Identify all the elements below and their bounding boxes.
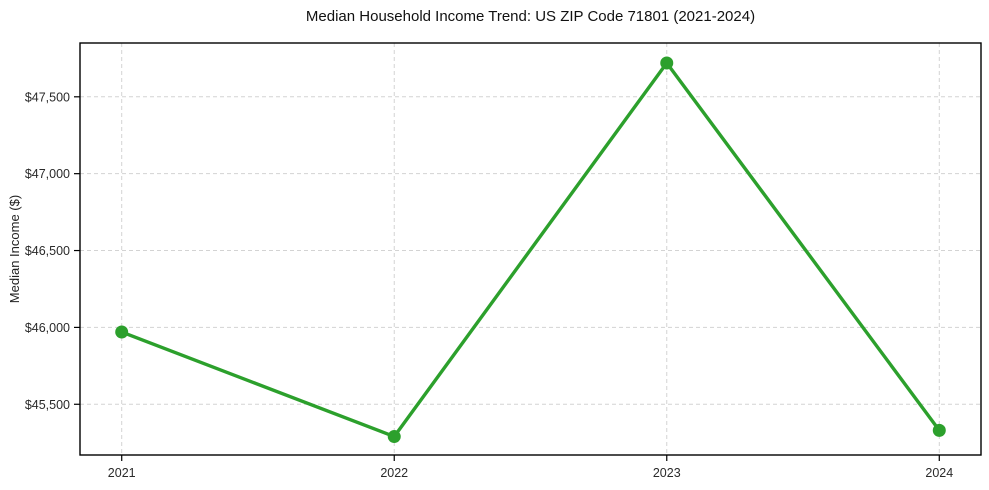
x-tick-label: 2024	[925, 466, 953, 480]
x-tick-label: 2023	[653, 466, 681, 480]
y-tick-label: $47,000	[25, 167, 70, 181]
data-point-2021	[115, 325, 129, 339]
y-tick-label: $46,000	[25, 321, 70, 335]
x-tick-label: 2022	[380, 466, 408, 480]
y-tick-label: $47,500	[25, 90, 70, 104]
y-tick-label: $46,500	[25, 244, 70, 258]
data-point-2024	[932, 423, 946, 437]
chart-title: Median Household Income Trend: US ZIP Co…	[305, 8, 756, 25]
y-tick-label: $45,500	[25, 398, 70, 412]
trend-line	[120, 61, 941, 439]
data-point-2023	[660, 56, 674, 70]
y-axis-label: Median Income ($)	[7, 194, 22, 304]
x-tick-label: 2021	[108, 466, 136, 480]
data-point-2022	[387, 430, 401, 444]
plot-border	[79, 42, 982, 456]
